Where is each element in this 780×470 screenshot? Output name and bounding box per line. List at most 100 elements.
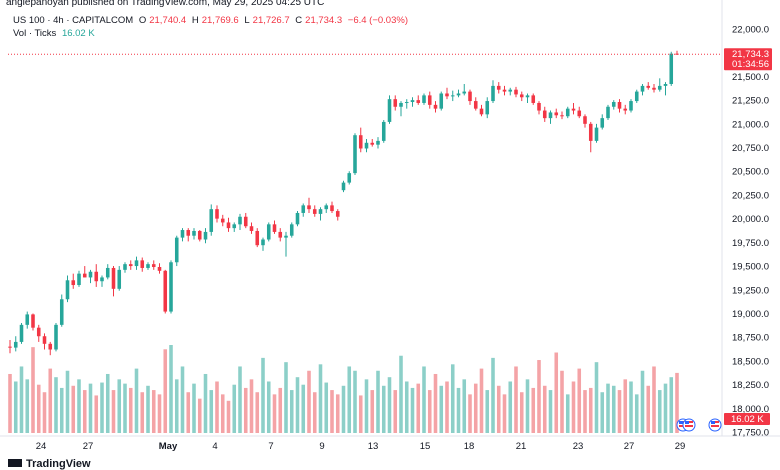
candle-body bbox=[238, 216, 242, 225]
y-tick-label: 20,250.0 bbox=[732, 190, 769, 201]
flag-stripe bbox=[711, 425, 719, 427]
flag-stripe bbox=[685, 425, 693, 427]
candle-body bbox=[404, 102, 409, 104]
volume-bar bbox=[157, 394, 162, 433]
candle-body bbox=[439, 93, 444, 109]
y-tick-label: 18,250.0 bbox=[732, 380, 769, 391]
candle-body bbox=[341, 182, 346, 191]
volume-bar bbox=[450, 364, 455, 433]
candle-body bbox=[88, 271, 93, 278]
candle-body bbox=[594, 127, 599, 141]
volume-value: 16.02 K bbox=[61, 28, 95, 39]
volume-bar bbox=[416, 383, 421, 433]
volume-label[interactable]: Vol · Ticks bbox=[13, 28, 57, 39]
candle-body bbox=[623, 108, 628, 111]
candle-body bbox=[48, 343, 53, 350]
candle-body bbox=[77, 273, 81, 286]
volume-bar bbox=[646, 385, 651, 433]
candle-body bbox=[565, 108, 570, 117]
candle-body bbox=[502, 89, 507, 92]
volume-bar bbox=[468, 394, 472, 433]
candle-body bbox=[634, 91, 639, 102]
volume-bar bbox=[583, 390, 587, 433]
volume-bar bbox=[307, 370, 311, 433]
candle-body bbox=[163, 270, 168, 312]
x-tick-label: May bbox=[159, 441, 178, 452]
candle-body bbox=[422, 95, 426, 103]
volume-bar bbox=[537, 360, 541, 433]
candle-body bbox=[611, 102, 616, 107]
candle-body bbox=[606, 106, 610, 119]
candle-body bbox=[479, 108, 484, 115]
high-label: H bbox=[191, 15, 199, 26]
candle-body bbox=[31, 314, 35, 328]
candle-body bbox=[577, 110, 582, 117]
volume-bar bbox=[105, 373, 110, 433]
candle-body bbox=[105, 267, 110, 278]
volume-tag bbox=[724, 413, 770, 425]
candle-body bbox=[519, 94, 524, 98]
volume-bar bbox=[657, 390, 662, 433]
candle-body bbox=[307, 205, 311, 210]
candle-body bbox=[117, 269, 122, 289]
volume-bar bbox=[59, 387, 64, 433]
candle-body bbox=[59, 299, 64, 325]
volume-bar bbox=[410, 387, 415, 433]
volume-bar bbox=[335, 394, 340, 433]
volume-bar bbox=[123, 383, 127, 433]
volume-bar bbox=[404, 381, 409, 433]
volume-bar bbox=[330, 390, 334, 433]
volume-bar bbox=[278, 387, 283, 433]
low-label: L bbox=[244, 15, 250, 26]
volume-bar bbox=[433, 373, 438, 433]
candle-body bbox=[393, 99, 398, 107]
candle-body bbox=[399, 102, 403, 107]
x-tick-label: 27 bbox=[624, 441, 635, 452]
candle-body bbox=[128, 264, 133, 267]
y-tick-label: 20,750.0 bbox=[732, 143, 769, 154]
candle-body bbox=[646, 85, 651, 88]
volume-bar bbox=[617, 390, 622, 433]
x-tick-label: 29 bbox=[675, 441, 686, 452]
candle-body bbox=[381, 121, 386, 141]
candle-body bbox=[295, 212, 300, 225]
y-tick-label: 19,000.0 bbox=[732, 309, 769, 320]
volume-bar bbox=[100, 382, 104, 433]
y-tick-label: 21,500.0 bbox=[732, 72, 769, 83]
candle-body bbox=[111, 267, 116, 289]
volume-bar bbox=[255, 392, 260, 433]
y-tick-label: 20,500.0 bbox=[732, 167, 769, 178]
candle-body bbox=[186, 230, 191, 236]
volume-bar bbox=[473, 383, 478, 433]
candle-body bbox=[640, 85, 645, 92]
candle-body bbox=[134, 260, 139, 267]
volume-bar bbox=[197, 398, 202, 433]
candle-body bbox=[445, 93, 449, 97]
volume-bar bbox=[364, 379, 369, 433]
close-label: C bbox=[295, 15, 303, 26]
candle-body bbox=[663, 83, 668, 86]
volume-bar bbox=[422, 366, 426, 433]
volume-bar bbox=[594, 362, 599, 433]
volume-bar bbox=[456, 387, 461, 433]
candle-body bbox=[13, 341, 18, 348]
candle-body bbox=[657, 85, 662, 90]
volume-bar bbox=[324, 382, 329, 433]
volume-bar bbox=[289, 390, 294, 433]
candle-body bbox=[318, 209, 323, 214]
volume-bar bbox=[439, 385, 444, 433]
symbol-name[interactable]: US 100 · 4h · CAPITALCOM bbox=[13, 15, 134, 26]
candle-body bbox=[54, 324, 58, 350]
candle-body bbox=[542, 110, 547, 119]
y-tick-label: 18,500.0 bbox=[732, 356, 769, 367]
volume-bar bbox=[554, 352, 559, 433]
volume-bar bbox=[353, 370, 357, 433]
candle-body bbox=[433, 104, 438, 109]
volume-bar bbox=[243, 387, 248, 433]
candle-body bbox=[353, 135, 357, 174]
volume-bar bbox=[134, 368, 139, 433]
open-label: O bbox=[138, 15, 147, 26]
candle-body bbox=[272, 224, 277, 232]
volume-bar bbox=[31, 347, 35, 433]
